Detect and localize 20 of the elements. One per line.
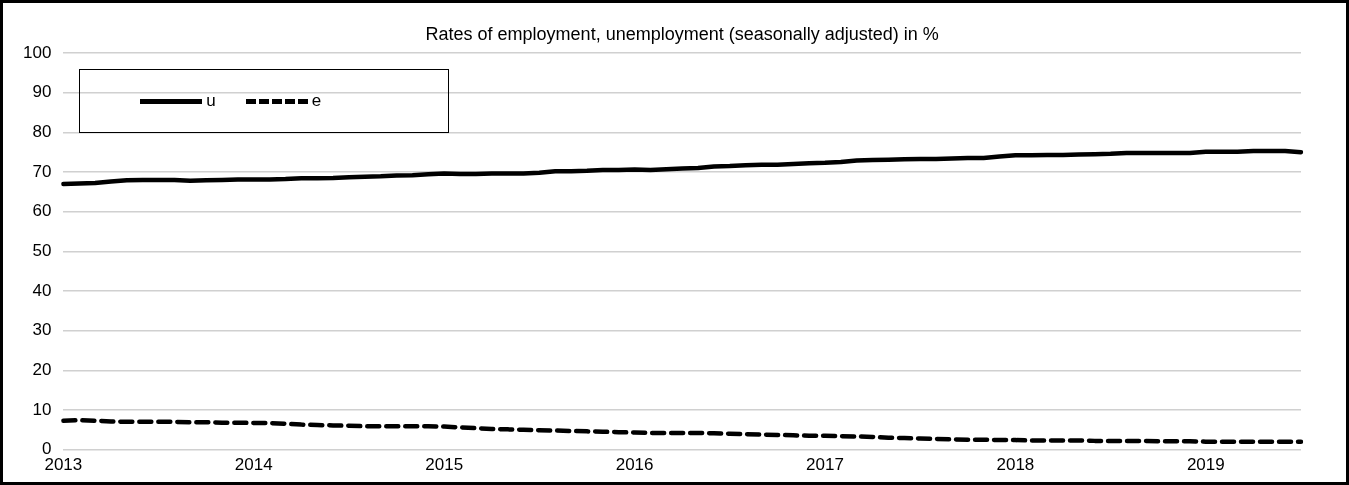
y-tick-label: 40 xyxy=(32,280,52,300)
x-tick-label: 2019 xyxy=(1186,455,1225,475)
y-tick-label: 10 xyxy=(32,399,52,419)
x-tick-label: 2017 xyxy=(806,455,844,475)
y-tick-label: 20 xyxy=(32,359,52,379)
y-tick-label: 70 xyxy=(32,161,52,181)
y-tick-label: 30 xyxy=(32,320,52,340)
y-tick-label: 80 xyxy=(32,122,52,142)
line-series xyxy=(61,418,1304,444)
x-tick-label: 2016 xyxy=(615,455,654,475)
y-tick-label: 50 xyxy=(32,240,52,260)
x-tick-label: 2014 xyxy=(234,455,273,475)
y-tick-label: 100 xyxy=(22,42,52,62)
x-tick-label: 2015 xyxy=(425,455,464,475)
legend-label: u xyxy=(206,91,216,111)
legend-label: e xyxy=(311,91,322,111)
y-tick-label: 60 xyxy=(32,201,52,221)
x-tick-label: 2018 xyxy=(996,455,1035,475)
chart-title: Rates of employment, unemployment (seasonally adjusted) in % xyxy=(425,23,939,44)
y-tick-label: 90 xyxy=(32,82,52,102)
